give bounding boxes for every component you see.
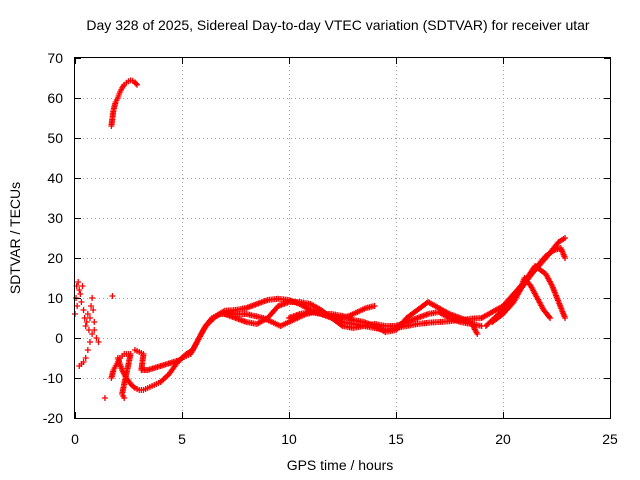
y-tick-label: 70 [47, 50, 63, 66]
data-point [474, 331, 481, 337]
x-tick-label: 10 [281, 431, 297, 447]
y-tick-label: 0 [55, 330, 63, 346]
data-point [91, 319, 98, 325]
data-point [89, 295, 96, 301]
x-axis-label: GPS time / hours [287, 457, 394, 473]
x-tick-label: 25 [602, 431, 618, 447]
data-point [78, 299, 85, 305]
data-point [82, 355, 89, 361]
tick-layer: 0 5 10 15 20 25 -20 -10 0 10 20 30 40 50 60 70 [43, 50, 618, 447]
chart-title: Day 328 of 2025, Sidereal Day-to-day VTE… [86, 17, 590, 33]
data-point [80, 359, 87, 365]
data-point [82, 323, 89, 329]
data-point [546, 313, 553, 320]
data-point [77, 291, 84, 297]
points-layer [72, 77, 569, 401]
data-point [74, 303, 81, 309]
y-tick-label: 20 [47, 250, 63, 266]
x-tick-label: 0 [71, 431, 79, 447]
data-point [91, 327, 98, 333]
data-point [79, 283, 86, 289]
data-point [75, 279, 82, 285]
data-point [83, 319, 90, 325]
data-point [562, 235, 569, 241]
grid-layer [75, 58, 610, 418]
y-axis-label: SDTVAR / TECUs [7, 182, 23, 294]
data-point [90, 307, 97, 313]
data-point [562, 255, 569, 261]
data-point [121, 395, 128, 401]
y-tick-label: -20 [43, 410, 63, 426]
x-tick-label: 20 [495, 431, 511, 447]
data-point [88, 303, 95, 309]
data-point [95, 339, 102, 345]
data-point [86, 315, 93, 321]
y-tick-label: 10 [47, 290, 63, 306]
x-tick-label: 5 [178, 431, 186, 447]
data-point [84, 347, 91, 353]
data-point [89, 331, 96, 337]
data-point [80, 307, 87, 313]
y-tick-label: 40 [47, 170, 63, 186]
data-point [93, 335, 100, 341]
y-tick-label: 30 [47, 210, 63, 226]
data-point [86, 339, 93, 345]
plot-frame [74, 57, 611, 419]
y-tick-label: -10 [43, 370, 63, 386]
data-point [101, 395, 108, 401]
data-point [338, 322, 345, 328]
data-point [76, 287, 83, 293]
data-point [134, 81, 141, 88]
y-tick-label: 60 [47, 90, 63, 106]
data-point [371, 303, 378, 309]
data-point [109, 293, 116, 299]
data-point [84, 311, 91, 317]
data-point [132, 80, 139, 87]
data-point [562, 315, 569, 321]
x-tick-label: 15 [388, 431, 404, 447]
data-point [81, 315, 88, 321]
y-tick-label: 50 [47, 130, 63, 146]
data-point [85, 327, 92, 333]
data-point [547, 315, 554, 321]
